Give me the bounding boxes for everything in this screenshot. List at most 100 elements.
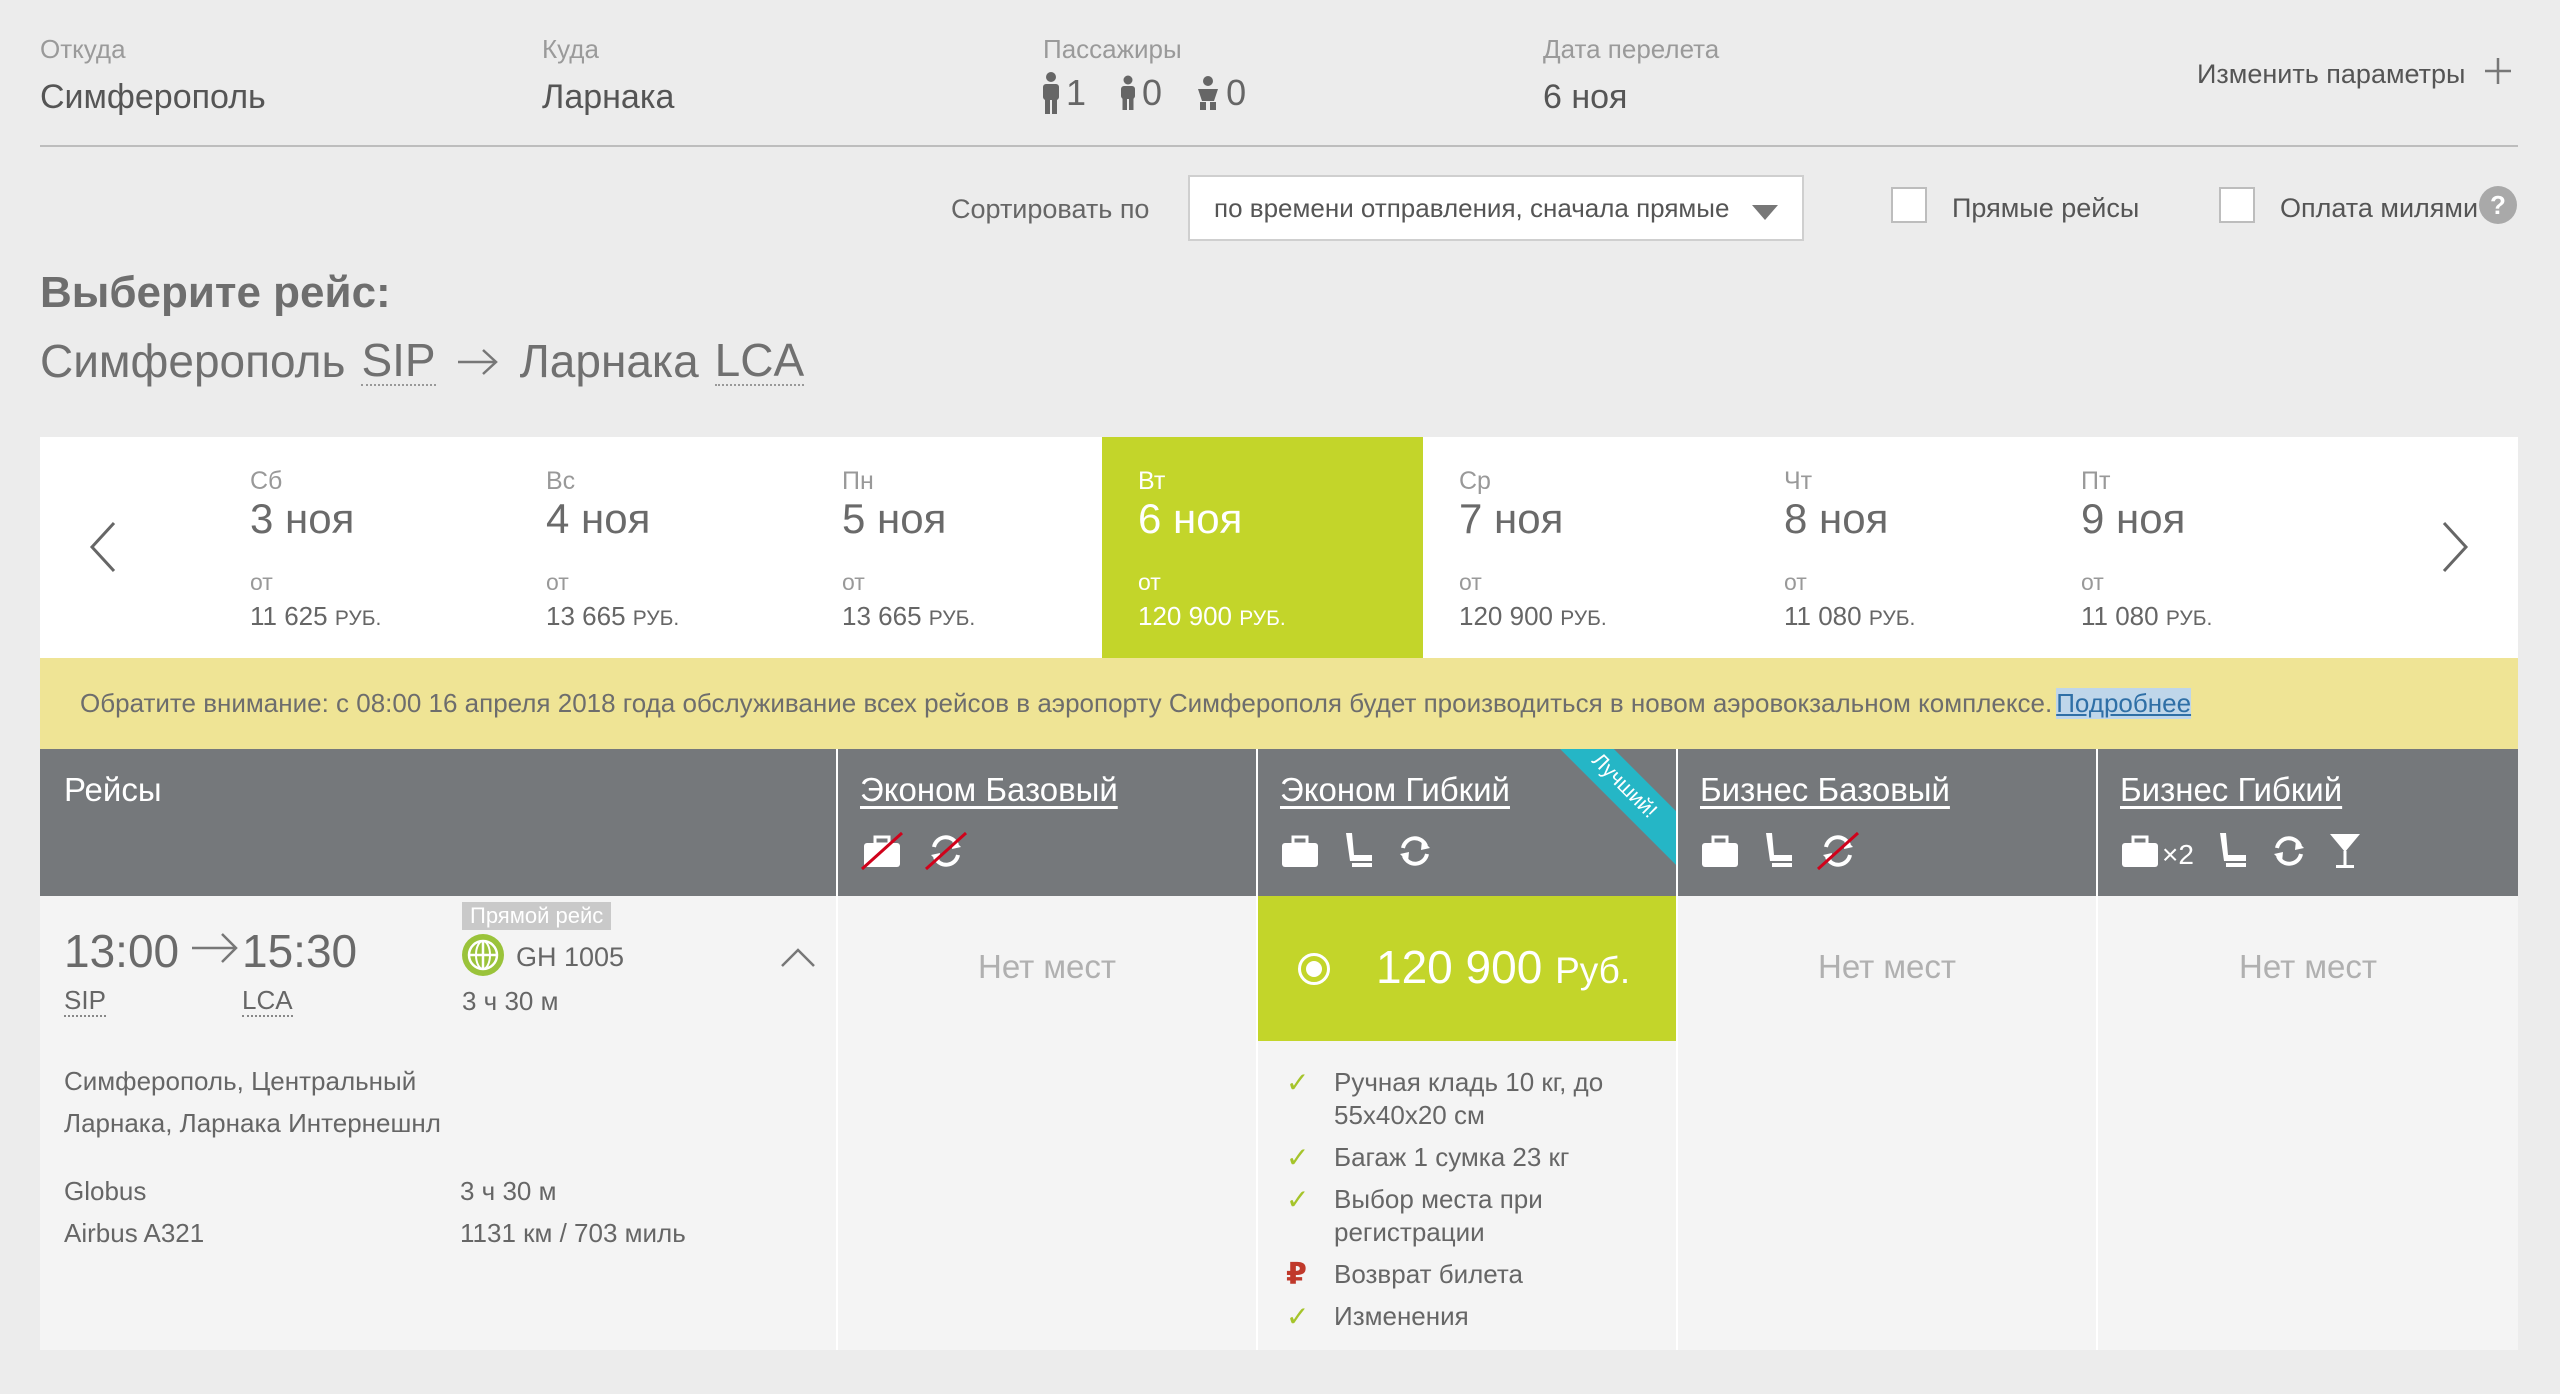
baggage-multiplier: ×2 [2162, 838, 2194, 870]
fare-feature: ✓ Изменения [1286, 1301, 1469, 1332]
pay-miles-checkbox[interactable] [2219, 187, 2255, 223]
change-params-label: Изменить параметры [2197, 59, 2466, 89]
arrow-right-icon [190, 930, 240, 971]
seat-icon [2214, 831, 2250, 878]
change-icon [2270, 832, 2308, 877]
date-dow: Сб [250, 467, 283, 495]
date-carousel: Сб 3 ноя от 11 625 РУБ. Вс 4 ноя от 13 6… [40, 437, 2518, 658]
fare-header-economy-basic: Эконом Базовый [836, 749, 1256, 896]
baggage-icon [1280, 833, 1320, 876]
date-option[interactable]: Пт 9 ноя от 11 080 РУБ. [2081, 437, 2361, 658]
fare-title[interactable]: Бизнес Базовый [1700, 771, 1950, 808]
date-price: 13 665 РУБ. [842, 601, 976, 631]
chevron-up-icon[interactable] [780, 946, 816, 973]
no-change-icon [1816, 831, 1860, 878]
baggage-icon [1700, 833, 1740, 876]
change-params-button[interactable]: Изменить параметры [2197, 56, 2513, 93]
passengers-label: Пассажиры [1043, 34, 1182, 64]
date-dow: Пт [2081, 467, 2111, 495]
help-icon[interactable]: ? [2479, 186, 2517, 224]
next-dates-button[interactable] [2440, 517, 2470, 582]
departure-airport-name: Симферополь, Центральный [64, 1066, 417, 1096]
fares-header: Рейсы Эконом Базовый Эконом Гибкий Лучши… [40, 749, 2518, 896]
change-icon [1396, 832, 1434, 877]
fare-price-button[interactable]: 120 900 Руб. [1258, 896, 1676, 1041]
baggage-x2: ×2 [2120, 833, 2194, 876]
date-price: 120 900 РУБ. [1459, 601, 1607, 631]
date-option[interactable]: Чт 8 ноя от 11 080 РУБ. [1784, 437, 2064, 658]
route-heading: Симферополь SIP Ларнака LCA [40, 333, 805, 388]
seat-icon [1340, 831, 1376, 878]
fare-title[interactable]: Бизнес Гибкий [2120, 771, 2343, 808]
from-value: Симферополь [40, 78, 266, 116]
fare-feature: ₽ Возврат билета [1286, 1258, 1523, 1291]
date-dow: Пн [842, 467, 874, 495]
ruble-icon: ₽ [1286, 1258, 1307, 1291]
sort-select-value: по времени отправления, сначала прямые [1214, 192, 1730, 223]
date-label: 7 ноя [1459, 495, 1564, 542]
pay-miles-label[interactable]: Оплата милями [2280, 193, 2479, 223]
adult-icon [1040, 72, 1062, 114]
arrival-airport-code[interactable]: LCA [242, 985, 293, 1017]
flight-distance: 1131 км / 703 миль [460, 1218, 686, 1248]
notice-more-link[interactable]: Подробнее [2056, 688, 2192, 719]
route-to-city: Ларнака [519, 335, 699, 387]
airline-logo-icon [462, 934, 504, 976]
arrival-time: 15:30 [242, 925, 358, 977]
children-count: 0 [1142, 72, 1163, 113]
to-value: Ларнака [542, 78, 675, 116]
sort-select[interactable]: по времени отправления, сначала прямые [1188, 175, 1804, 241]
date-label: 8 ноя [1784, 495, 1889, 542]
arrow-right-icon [452, 334, 504, 388]
no-seats-label: Нет мест [977, 948, 1117, 985]
direct-flights-label[interactable]: Прямые рейсы [1952, 193, 2140, 223]
date-from: от [2081, 569, 2104, 595]
date-option[interactable]: Сб 3 ноя от 11 625 РУБ. [250, 437, 530, 658]
date-price: 13 665 РУБ. [546, 601, 680, 631]
fare-title[interactable]: Эконом Гибкий [1280, 771, 1510, 808]
date-option[interactable]: Вс 4 ноя от 13 665 РУБ. [546, 437, 826, 658]
date-label: 6 ноя [1138, 495, 1243, 542]
no-baggage-icon [860, 831, 904, 878]
route-to-code[interactable]: LCA [714, 333, 805, 387]
direct-flights-checkbox[interactable] [1891, 187, 1927, 223]
check-icon: ✓ [1286, 1184, 1310, 1215]
fare-cell-business-flex: Нет мест [2096, 896, 2518, 1350]
page-title: Выберите рейс: [40, 268, 391, 317]
fare-header-business-basic: Бизнес Базовый [1676, 749, 2096, 896]
date-label: 5 ноя [842, 495, 947, 542]
date-price: 11 080 РУБ. [1784, 601, 1916, 631]
baggage-icon [2120, 833, 2160, 876]
fare-title[interactable]: Эконом Базовый [860, 771, 1118, 808]
fare-cell-business-basic: Нет мест [1676, 896, 2096, 1350]
fare-feature: ✓ Ручная кладь 10 кг, до 55x40x20 см [1286, 1067, 1604, 1130]
fare-cell-economy-basic: Нет мест [836, 896, 1256, 1350]
date-from: от [1459, 569, 1482, 595]
arrival-airport-name: Ларнака, Ларнака Интернешнл [64, 1108, 441, 1138]
airport-notice: Обратите внимание: с 08:00 16 апреля 201… [40, 658, 2518, 749]
date-option[interactable]: Ср 7 ноя от 120 900 РУБ. [1459, 437, 1739, 658]
check-icon: ✓ [1286, 1301, 1310, 1332]
sort-label: Сортировать по [951, 194, 1150, 224]
check-icon: ✓ [1286, 1142, 1310, 1173]
best-ribbon: Лучший! [1539, 749, 1676, 871]
to-label: Куда [542, 34, 599, 64]
no-seats-label: Нет мест [1817, 948, 1957, 985]
date-from: от [1784, 569, 1807, 595]
date-dow: Ср [1459, 467, 1491, 495]
date-dow: Вт [1138, 467, 1166, 495]
date-option-selected[interactable]: Вт 6 ноя от 120 900 РУБ. [1102, 437, 1423, 658]
prev-dates-button[interactable] [88, 517, 118, 582]
flight-info: 13:00 15:30 SIP LCA Прямой рейс GH 1005 … [40, 896, 836, 1350]
route-from-code[interactable]: SIP [361, 333, 436, 387]
departure-airport-code[interactable]: SIP [64, 985, 106, 1017]
aircraft-model: Airbus A321 [64, 1218, 205, 1248]
date-option[interactable]: Пн 5 ноя от 13 665 РУБ. [842, 437, 1122, 658]
date-label: 4 ноя [546, 495, 651, 542]
summary-divider [40, 145, 2518, 147]
fare-feature: ✓ Выбор места при регистрации [1286, 1184, 1543, 1247]
chevron-down-icon [1752, 205, 1778, 220]
flights-column-title: Рейсы [64, 771, 162, 808]
from-label: Откуда [40, 34, 126, 64]
airline-name: Globus [64, 1176, 147, 1206]
